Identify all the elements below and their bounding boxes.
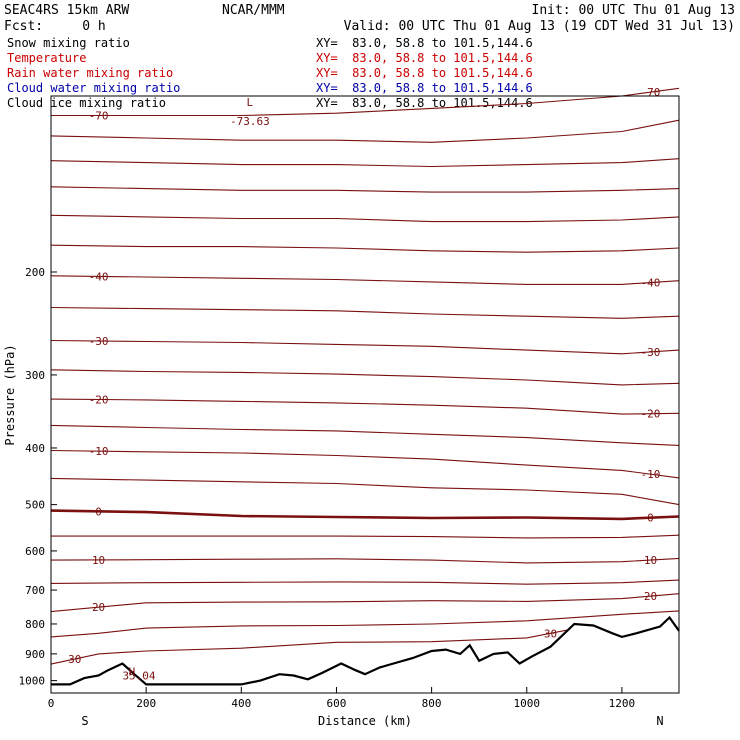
isotherm-label: -30 — [641, 346, 661, 359]
y-tick-label: 800 — [25, 618, 45, 631]
isotherm-label: -40 — [641, 277, 661, 290]
y-tick-label: 900 — [25, 648, 45, 661]
isotherm-line — [50, 214, 680, 223]
isotherm-line — [50, 119, 680, 143]
y-tick-label: 700 — [25, 584, 45, 597]
x-tick-label: 800 — [422, 697, 442, 710]
plot-area: -70 -70 -40 -40 -30 -30 -20 -20 -10 -10 0 0 10 10 20 20… — [3, 86, 680, 728]
isotherm-line — [50, 369, 680, 386]
plot-annotation: -73.63 — [230, 115, 270, 128]
isotherm-label: -70 — [641, 86, 661, 99]
isotherm-line — [50, 186, 680, 193]
terrain-layer — [51, 615, 680, 693]
y-tick-label: 300 — [25, 369, 45, 382]
isotherm-line — [50, 477, 680, 506]
isotherm-label: -20 — [641, 408, 661, 421]
isotherm-line — [50, 339, 680, 355]
isotherm-line — [50, 424, 680, 446]
plot-frame — [50, 95, 680, 694]
legend-field-xy: XY= 83.0, 58.8 to 101.5,144.6 — [316, 96, 533, 110]
isotherm-line — [50, 628, 575, 665]
legend-field-xy: XY= 83.0, 58.8 to 101.5,144.6 — [316, 51, 533, 65]
isotherm-label: -30 — [89, 335, 109, 348]
plot-annotation: 35.04 — [122, 670, 155, 683]
y-tick-label: 600 — [25, 545, 45, 558]
legend-field-name: Rain water mixing ratio — [7, 66, 173, 80]
terrain-profile — [51, 615, 680, 686]
isotherm-line — [50, 509, 680, 521]
y-tick-label: 400 — [25, 442, 45, 455]
valid-time: Valid: 00 UTC Thu 01 Aug 13 (19 CDT Wed … — [344, 19, 735, 34]
isotherm-label: 30 — [544, 627, 557, 640]
isotherm-line — [51, 87, 680, 117]
y-axis-label: Pressure (hPa) — [3, 344, 17, 445]
isotherm-lines: -70 -70 -40 -40 -30 -30 -20 -20 -10 -10 0 0 10 10 20 20… — [50, 86, 680, 666]
south-end-label: S — [81, 714, 88, 728]
isotherm-label: 0 — [647, 512, 654, 525]
isotherm-line — [50, 398, 680, 415]
isotherm-line — [50, 610, 680, 638]
legend-field-name: Temperature — [7, 51, 86, 65]
isotherm-line — [50, 579, 680, 585]
isotherm-label: -40 — [89, 270, 109, 283]
isotherm-label: -70 — [89, 110, 109, 123]
isotherm-line — [51, 534, 680, 539]
isotherm-line — [50, 449, 680, 479]
x-tick-label: 1000 — [514, 697, 541, 710]
header: SEAC4RS 15km ARW NCAR/MMM Init: 00 UTC T… — [4, 3, 735, 34]
x-tick-label: 0 — [48, 697, 55, 710]
isotherm-line — [50, 593, 680, 613]
y-tick-label: 500 — [25, 499, 45, 512]
plot-annotation: L — [247, 96, 254, 109]
isotherm-label: 20 — [92, 601, 105, 614]
isotherm-line — [50, 275, 680, 285]
isotherm-line — [50, 306, 680, 319]
legend-field-xy: XY= 83.0, 58.8 to 101.5,144.6 — [316, 36, 533, 50]
model-title: SEAC4RS 15km ARW — [4, 3, 129, 18]
y-tick-label: 1000 — [19, 675, 46, 688]
isotherm-line — [50, 244, 680, 253]
isotherm-label: 0 — [95, 505, 102, 518]
plot-annotations: H35.04 L -73.63 — [122, 96, 269, 683]
x-tick-label: 600 — [327, 697, 347, 710]
isotherm-line — [50, 158, 680, 168]
x-tick-label: 1200 — [609, 697, 636, 710]
plot-annotation: H — [129, 665, 136, 678]
x-tick-label: 200 — [136, 697, 156, 710]
legend-field-name: Cloud water mixing ratio — [7, 81, 180, 95]
y-axis: 200 300 400 500 600 700 800 900 1000 — [19, 266, 57, 688]
north-end-label: N — [656, 714, 663, 728]
x-axis-label: Distance (km) — [318, 714, 412, 728]
legend-field-xy: XY= 83.0, 58.8 to 101.5,144.6 — [316, 66, 533, 80]
isotherm-label: 30 — [68, 653, 81, 666]
x-tick-label: 400 — [231, 697, 251, 710]
org-title: NCAR/MMM — [222, 3, 285, 18]
isotherm-label: -10 — [89, 445, 109, 458]
isotherm-label: -10 — [641, 468, 661, 481]
x-axis: 0 200 400 600 800 1000 1200 — [48, 687, 635, 710]
isotherm-label: 10 — [644, 554, 657, 567]
legend-field-name: Cloud ice mixing ratio — [7, 96, 166, 110]
legend-field-xy: XY= 83.0, 58.8 to 101.5,144.6 — [316, 81, 533, 95]
field-legend: Snow mixing ratio XY= 83.0, 58.8 to 101.… — [7, 36, 533, 110]
y-tick-label: 200 — [25, 266, 45, 279]
isotherm-line — [50, 557, 680, 564]
terrain-fill — [51, 617, 679, 693]
init-time: Init: 00 UTC Thu 01 Aug 13 — [532, 3, 736, 18]
legend-field-name: Snow mixing ratio — [7, 36, 130, 50]
isotherm-label: -20 — [89, 394, 109, 407]
forecast-hour: Fcst: 0 h — [4, 19, 106, 34]
isotherm-label: 20 — [644, 590, 657, 603]
isotherm-label: 10 — [92, 554, 105, 567]
